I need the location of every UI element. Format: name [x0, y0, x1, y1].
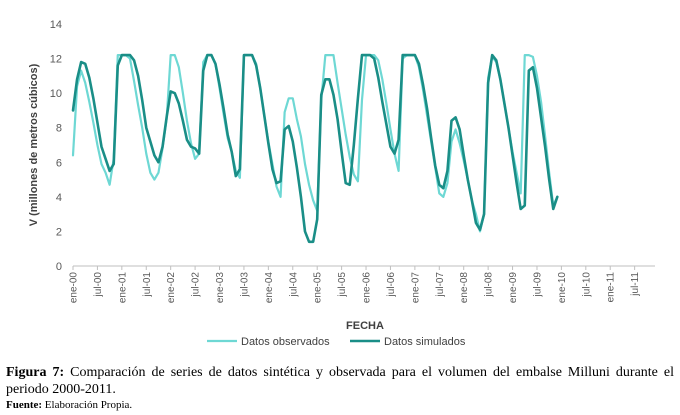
y-tick-label: 0 — [56, 261, 62, 273]
y-tick-label: 14 — [50, 19, 62, 31]
x-tick-label: ene-11 — [606, 272, 617, 303]
y-tick-label: 8 — [56, 123, 62, 135]
caption-text: Comparación de series de datos sintética… — [6, 365, 674, 397]
series-line-simulados — [71, 53, 559, 244]
legend: Datos observados Datos simulados — [207, 336, 466, 348]
x-tick-label: jul-04 — [288, 272, 299, 298]
x-axis-label: FECHA — [346, 320, 384, 332]
y-tick-label: 2 — [56, 226, 62, 238]
y-axis-label: V (millones de metros cúbicos) — [28, 63, 40, 226]
series-layer — [71, 53, 559, 244]
x-tick-label: ene-10 — [557, 272, 568, 304]
y-tick-label: 4 — [56, 192, 62, 204]
x-tick-label: jul-10 — [581, 272, 592, 298]
x-tick-label: jul-03 — [239, 272, 250, 298]
legend-label: Datos simulados — [384, 336, 466, 348]
x-tick-label: ene-08 — [459, 272, 470, 304]
x-tick-label: ene-09 — [508, 272, 519, 304]
x-tick-label: ene-05 — [313, 272, 324, 304]
x-tick-label: jul-05 — [337, 272, 348, 298]
source-text: Elaboración Propia. — [44, 399, 133, 411]
y-tick-label: 10 — [50, 88, 62, 100]
x-tick-label: ene-01 — [117, 272, 128, 304]
y-tick-label: 6 — [56, 157, 62, 169]
x-tick-label: ene-07 — [410, 272, 421, 304]
x-tick-label: jul-01 — [142, 272, 153, 298]
y-tick-labels: 0 2 4 6 8 10 12 14 — [50, 19, 62, 273]
x-tick-label: ene-04 — [264, 272, 275, 304]
series-line-observados — [71, 54, 559, 233]
x-tick-label: ene-02 — [166, 272, 177, 304]
x-tick-label: jul-06 — [386, 272, 397, 298]
legend-label: Datos observados — [241, 336, 330, 348]
x-tick-label: jul-09 — [532, 272, 543, 298]
source-label: Fuente: — [6, 399, 43, 411]
x-tick-labels: ene-00 jul-00 ene-01 jul-01 ene-02 jul-02 ene-… — [69, 272, 642, 304]
x-tick-label: ene-06 — [362, 272, 373, 304]
x-tick-label: ene-00 — [69, 272, 80, 304]
x-tick-label: jul-02 — [191, 272, 202, 298]
x-tick-label: jul-08 — [484, 272, 495, 298]
x-tick-label: jul-00 — [93, 272, 104, 298]
x-tick-label: jul-11 — [630, 272, 641, 297]
caption-label: Figura 7: — [6, 365, 65, 380]
x-tick-label: ene-03 — [215, 272, 226, 304]
axes — [72, 265, 655, 270]
figure-caption: Figura 7: Comparación de series de datos… — [6, 364, 674, 398]
y-tick-label: 12 — [50, 54, 62, 66]
figure-source: Fuente: Elaboración Propia. — [6, 399, 132, 411]
x-tick-label: jul-07 — [435, 272, 446, 298]
